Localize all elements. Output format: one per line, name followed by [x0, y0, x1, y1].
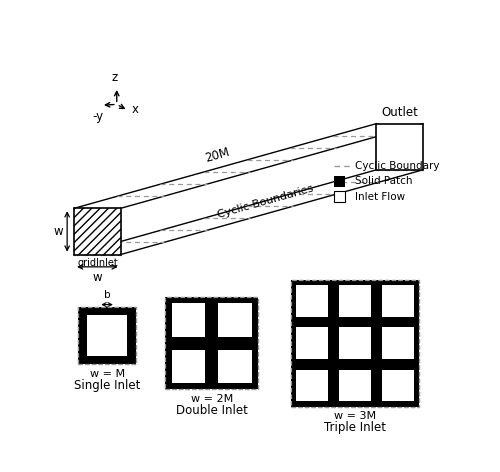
Bar [382, 370, 414, 401]
Bar [165, 297, 258, 389]
Text: Triple Inlet: Triple Inlet [324, 421, 386, 434]
Bar [172, 350, 205, 383]
Text: Solid Patch: Solid Patch [355, 177, 412, 186]
Text: z: z [112, 71, 118, 84]
Text: b: b [104, 290, 110, 300]
Bar [218, 303, 252, 337]
Text: Cyclic Boundaries: Cyclic Boundaries [216, 183, 314, 219]
Bar [376, 124, 423, 170]
Bar [291, 279, 419, 406]
Bar [334, 176, 344, 187]
Bar [74, 208, 120, 254]
Bar [165, 297, 258, 389]
Bar [382, 327, 414, 359]
Text: Outlet: Outlet [381, 106, 418, 119]
Text: Single Inlet: Single Inlet [74, 379, 140, 392]
Text: gridInlet: gridInlet [77, 258, 118, 268]
Bar [339, 285, 371, 317]
Text: 20M: 20M [204, 145, 232, 165]
Text: x: x [132, 103, 139, 116]
Bar [165, 297, 258, 389]
Bar [78, 306, 136, 364]
Text: -y: -y [92, 110, 104, 123]
Bar [86, 315, 128, 355]
Text: w: w [54, 225, 64, 238]
Bar [296, 285, 328, 317]
Bar [334, 191, 344, 202]
Bar [382, 285, 414, 317]
Text: w = 2M: w = 2M [190, 394, 233, 404]
Bar [291, 279, 419, 406]
Text: w = M: w = M [90, 369, 124, 379]
Bar [339, 327, 371, 359]
Bar [172, 303, 205, 337]
Bar [339, 370, 371, 401]
Bar [296, 370, 328, 401]
Bar [218, 350, 252, 383]
Text: w: w [92, 271, 102, 285]
Text: Double Inlet: Double Inlet [176, 404, 248, 417]
Bar [291, 279, 419, 406]
Bar [296, 327, 328, 359]
Text: Inlet Flow: Inlet Flow [355, 192, 405, 202]
Bar [78, 306, 136, 364]
Bar [78, 306, 136, 364]
Text: w = 3M: w = 3M [334, 411, 376, 421]
Text: Cyclic Boundary: Cyclic Boundary [355, 161, 440, 171]
